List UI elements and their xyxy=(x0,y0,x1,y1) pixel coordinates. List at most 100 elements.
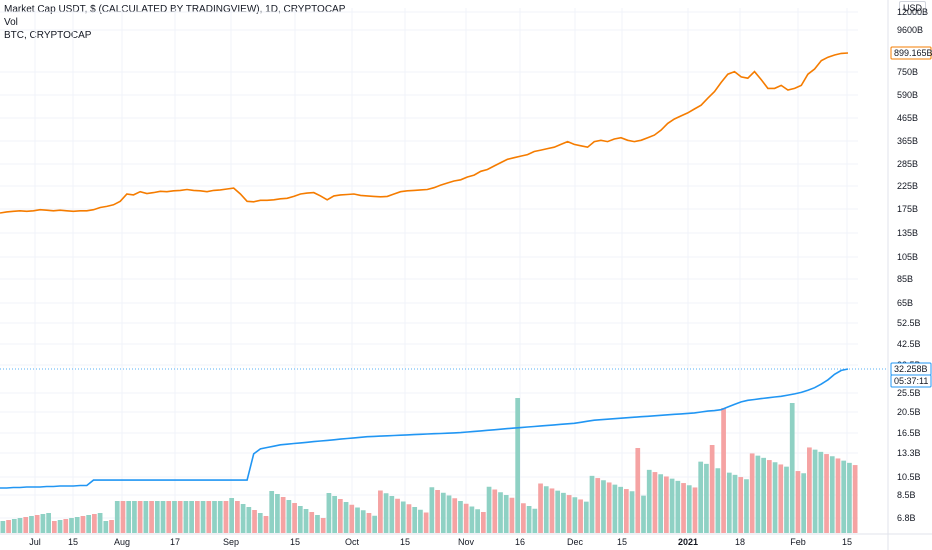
volume-bar xyxy=(74,517,80,533)
volume-bar xyxy=(86,515,92,533)
volume-bar xyxy=(418,509,423,533)
volume-bar xyxy=(109,520,114,533)
volume-bar xyxy=(829,456,835,533)
volume-bar xyxy=(561,492,566,533)
volume-bar xyxy=(721,408,726,533)
volume-bar xyxy=(818,451,824,533)
volume-bar xyxy=(469,506,475,533)
price-tick-label: 42.5B xyxy=(897,339,921,349)
volume-bar xyxy=(17,518,23,533)
volume-bar xyxy=(812,449,818,533)
volume-bar xyxy=(194,501,200,533)
price-tick-label: 135B xyxy=(897,228,918,238)
volume-bar xyxy=(669,478,675,533)
volume-bar xyxy=(555,490,561,533)
time-tick-label: 15 xyxy=(617,537,627,547)
volume-bar xyxy=(526,506,532,533)
volume-bar xyxy=(166,501,172,533)
price-tick-label: 8.5B xyxy=(897,490,916,500)
volume-bar xyxy=(498,492,503,533)
time-tick-label: 15 xyxy=(68,537,78,547)
countdown-tag-text: 05:37:11 xyxy=(894,376,928,386)
volume-bar xyxy=(252,510,257,533)
volume-bar xyxy=(11,519,17,533)
volume-bar xyxy=(320,518,326,533)
time-tick-label: Sep xyxy=(223,537,239,547)
volume-bar xyxy=(69,518,74,533)
volume-bar xyxy=(154,501,160,533)
volume-bar xyxy=(143,501,149,533)
grid xyxy=(0,8,858,533)
price-tick-label: 85B xyxy=(897,274,913,284)
volume-bar xyxy=(824,454,829,533)
currency-tag[interactable]: USD xyxy=(898,1,926,15)
volume-bar xyxy=(646,469,652,533)
volume-bar xyxy=(126,501,132,533)
volume-bar xyxy=(749,453,755,533)
volume-bar xyxy=(366,513,372,533)
volume-bar xyxy=(137,501,143,533)
volume-bar xyxy=(652,472,658,533)
volume-bar xyxy=(503,495,509,533)
price-tick-label: 225B xyxy=(897,181,918,191)
price-tick-label: 12000B xyxy=(897,7,928,17)
volume-bar xyxy=(635,448,641,533)
volume-bar xyxy=(726,472,732,533)
volume-bar xyxy=(97,513,103,533)
btc-line xyxy=(0,52,849,214)
volume-bar xyxy=(212,501,217,533)
legend-compare[interactable]: BTC, CRYPTOCAP xyxy=(4,30,92,41)
volume-bar xyxy=(761,457,766,533)
price-tick-label: 365B xyxy=(897,136,918,146)
time-tick-label: Feb xyxy=(790,537,806,547)
volume-bar xyxy=(355,507,360,533)
volume-bar xyxy=(40,514,46,533)
volume-bar xyxy=(372,515,378,533)
legend-vol[interactable]: Vol xyxy=(4,17,18,28)
time-tick-label: 2021 xyxy=(678,537,698,547)
main-last-tag-text: 32.258B xyxy=(894,364,928,374)
volume-bar xyxy=(343,502,349,533)
volume-bar xyxy=(738,477,744,533)
volume-bar xyxy=(103,521,109,533)
price-tick-label: 590B xyxy=(897,90,918,100)
volume-bar xyxy=(0,521,6,533)
volume-bar xyxy=(664,476,669,533)
volume-bar xyxy=(263,516,269,533)
volume-bar xyxy=(23,517,29,533)
price-tick-label: 65B xyxy=(897,298,913,308)
volume-bar xyxy=(240,504,246,533)
volume-bar xyxy=(686,485,692,533)
volume-bar xyxy=(641,495,646,533)
volume-bar xyxy=(51,521,57,533)
volume-bar xyxy=(303,509,309,533)
time-tick-label: Aug xyxy=(114,537,130,547)
volume-bar xyxy=(29,516,34,533)
volume-bar xyxy=(772,462,778,533)
volume-bar xyxy=(223,501,229,533)
volume-bars xyxy=(0,398,858,533)
volume-bar xyxy=(778,464,784,533)
price-tick-label: 465B xyxy=(897,113,918,123)
time-tick-label: 17 xyxy=(170,537,180,547)
volume-bar xyxy=(486,486,492,533)
price-tick-label: 175B xyxy=(897,204,918,214)
volume-bar xyxy=(835,458,841,533)
volume-bar xyxy=(801,473,807,533)
volume-bar xyxy=(57,520,63,533)
usdt-line xyxy=(0,368,849,489)
volume-bar xyxy=(755,455,761,533)
volume-bar xyxy=(538,483,543,533)
volume-bar xyxy=(589,475,595,533)
countdown-tag-bg xyxy=(890,374,932,388)
volume-bar xyxy=(149,501,154,533)
volume-bar xyxy=(177,501,183,533)
volume-bar xyxy=(246,507,252,533)
series-lines xyxy=(0,52,888,489)
volume-bar xyxy=(543,486,549,533)
volume-bar xyxy=(709,445,715,533)
price-tick-label: 20.5B xyxy=(897,407,921,417)
volume-bar xyxy=(395,498,400,533)
volume-bar xyxy=(114,501,120,533)
